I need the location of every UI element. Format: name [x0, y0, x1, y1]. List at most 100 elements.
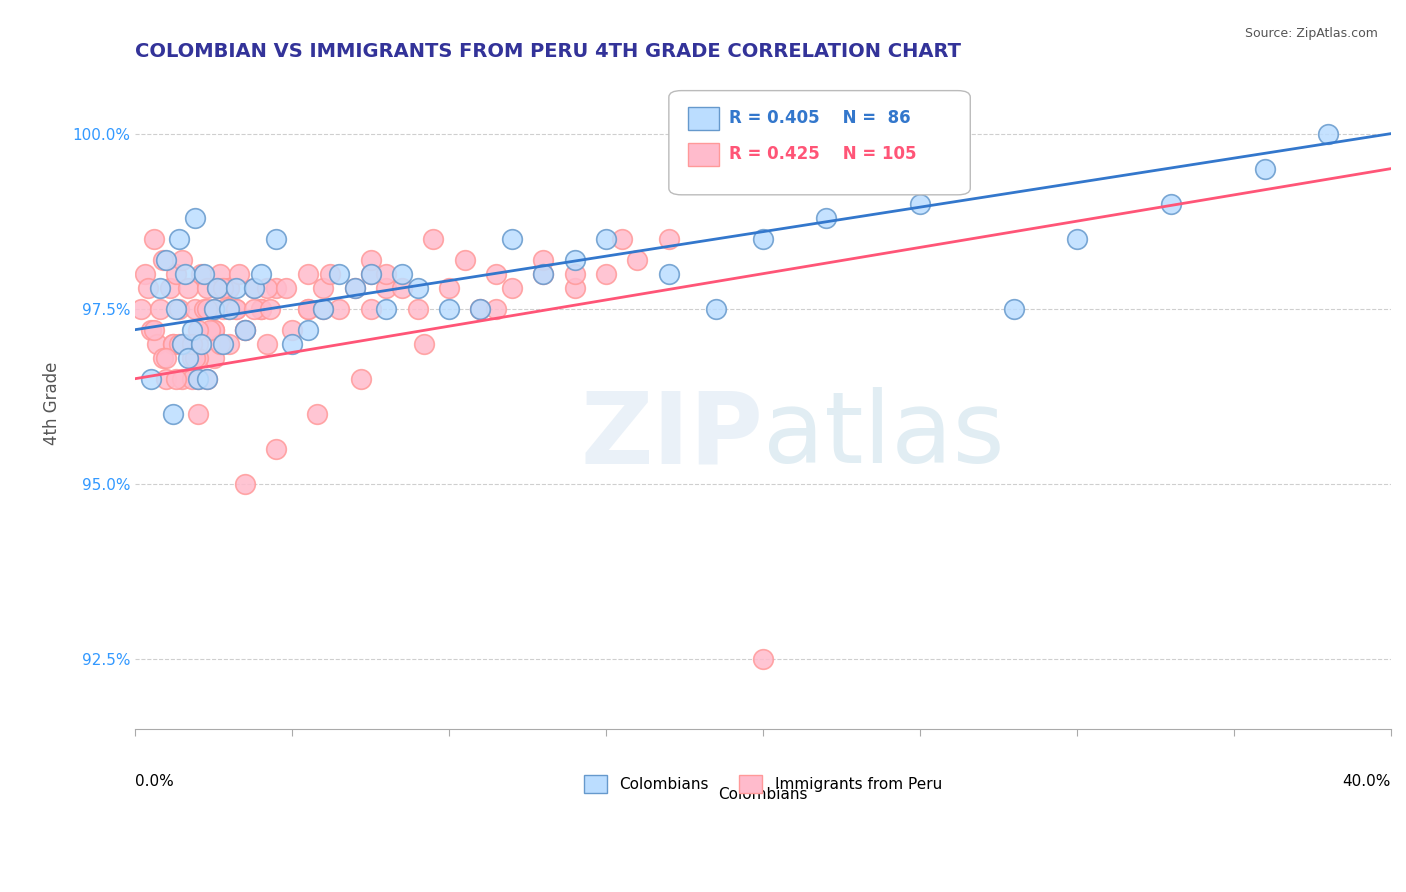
- Point: [470, 301, 492, 316]
- Point: [190, 267, 212, 281]
- Point: [360, 301, 382, 316]
- Point: [225, 280, 247, 294]
- Point: [595, 232, 617, 246]
- Point: [297, 301, 319, 316]
- Point: [1160, 196, 1182, 211]
- Point: [658, 232, 681, 246]
- Point: [202, 323, 225, 337]
- Point: [162, 336, 184, 351]
- FancyBboxPatch shape: [688, 143, 718, 166]
- Point: [218, 301, 240, 316]
- Point: [187, 372, 209, 386]
- Point: [249, 267, 271, 281]
- Point: [174, 267, 197, 281]
- Text: R = 0.405    N =  86: R = 0.405 N = 86: [730, 109, 911, 127]
- Point: [266, 442, 288, 456]
- Point: [406, 301, 429, 316]
- Point: [564, 267, 586, 281]
- Point: [155, 252, 177, 267]
- Point: [501, 280, 523, 294]
- Point: [208, 267, 231, 281]
- Point: [225, 301, 247, 316]
- Point: [149, 280, 172, 294]
- Point: [149, 301, 172, 316]
- Text: atlas: atlas: [763, 387, 1005, 484]
- Point: [437, 280, 460, 294]
- Point: [193, 301, 215, 316]
- Point: [218, 280, 240, 294]
- Point: [172, 372, 194, 386]
- Point: [159, 280, 181, 294]
- Point: [814, 211, 837, 225]
- Point: [187, 407, 209, 421]
- Point: [152, 252, 174, 267]
- Point: [142, 232, 165, 246]
- Point: [190, 336, 212, 351]
- Point: [470, 301, 492, 316]
- Point: [249, 301, 271, 316]
- Point: [228, 267, 250, 281]
- Point: [256, 336, 278, 351]
- Point: [184, 301, 207, 316]
- Point: [328, 267, 350, 281]
- Point: [266, 232, 288, 246]
- Point: [312, 301, 335, 316]
- Point: [184, 351, 207, 365]
- Point: [243, 301, 266, 316]
- Point: [360, 267, 382, 281]
- Point: [908, 196, 931, 211]
- Point: [485, 267, 508, 281]
- FancyBboxPatch shape: [688, 107, 718, 129]
- Point: [360, 252, 382, 267]
- Point: [531, 252, 554, 267]
- Point: [212, 301, 235, 316]
- Point: [406, 280, 429, 294]
- Point: [391, 280, 413, 294]
- Point: [195, 372, 218, 386]
- Point: [485, 301, 508, 316]
- Point: [162, 336, 184, 351]
- Point: [531, 267, 554, 281]
- Text: Colombians: Colombians: [718, 788, 808, 803]
- Point: [1002, 301, 1025, 316]
- Point: [350, 372, 373, 386]
- Point: [297, 323, 319, 337]
- Point: [180, 336, 202, 351]
- Point: [501, 232, 523, 246]
- Point: [375, 280, 398, 294]
- Point: [167, 336, 190, 351]
- Point: [391, 267, 413, 281]
- Text: R = 0.425    N = 105: R = 0.425 N = 105: [730, 145, 917, 162]
- Text: COLOMBIAN VS IMMIGRANTS FROM PERU 4TH GRADE CORRELATION CHART: COLOMBIAN VS IMMIGRANTS FROM PERU 4TH GR…: [135, 42, 962, 61]
- Point: [752, 652, 775, 666]
- Point: [180, 323, 202, 337]
- Point: [343, 280, 366, 294]
- Point: [212, 336, 235, 351]
- Point: [155, 351, 177, 365]
- Point: [193, 267, 215, 281]
- Point: [200, 323, 222, 337]
- Text: ZIP: ZIP: [581, 387, 763, 484]
- Point: [243, 280, 266, 294]
- Legend: Colombians, Immigrants from Peru: Colombians, Immigrants from Peru: [578, 769, 948, 799]
- Point: [233, 476, 256, 491]
- Point: [360, 267, 382, 281]
- Point: [172, 336, 194, 351]
- Point: [1317, 127, 1340, 141]
- Point: [202, 301, 225, 316]
- Point: [422, 232, 444, 246]
- Point: [413, 336, 436, 351]
- Point: [658, 267, 681, 281]
- Point: [704, 301, 727, 316]
- Point: [174, 336, 197, 351]
- Point: [202, 323, 225, 337]
- Point: [180, 372, 202, 386]
- Point: [218, 336, 240, 351]
- Point: [218, 280, 240, 294]
- Point: [165, 301, 187, 316]
- Point: [626, 252, 648, 267]
- Text: 40.0%: 40.0%: [1343, 774, 1391, 789]
- Point: [343, 280, 366, 294]
- Point: [233, 323, 256, 337]
- Point: [167, 301, 190, 316]
